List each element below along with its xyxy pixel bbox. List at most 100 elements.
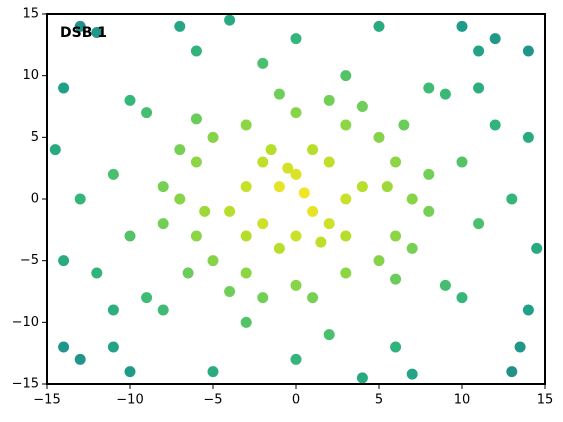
point [157, 304, 169, 316]
point [456, 20, 468, 32]
point [514, 341, 526, 353]
point [265, 144, 277, 156]
point [531, 242, 543, 254]
point [91, 267, 103, 279]
point [124, 230, 136, 242]
point [323, 94, 335, 106]
point [58, 341, 70, 353]
x-tick-label: −15 [33, 393, 60, 408]
point [282, 162, 294, 174]
point [340, 230, 352, 242]
x-tick-label: 10 [454, 393, 471, 408]
point [290, 168, 302, 180]
point [423, 168, 435, 180]
point [456, 292, 468, 304]
point [439, 88, 451, 100]
point [240, 119, 252, 131]
point [257, 57, 269, 69]
point [323, 329, 335, 341]
point [522, 131, 534, 143]
point [522, 304, 534, 316]
x-tick-label: −5 [203, 393, 222, 408]
point [107, 341, 119, 353]
point [224, 205, 236, 217]
point [290, 107, 302, 119]
point [74, 20, 86, 32]
point [290, 353, 302, 365]
point [207, 366, 219, 378]
point [49, 144, 61, 156]
point [107, 304, 119, 316]
y-tick-label: −15 [12, 377, 39, 392]
x-tick-label: 0 [292, 393, 300, 408]
point [307, 205, 319, 217]
point [473, 218, 485, 230]
point [423, 82, 435, 94]
point [199, 205, 211, 217]
point [58, 255, 70, 267]
point [456, 156, 468, 168]
x-tick-label: 15 [537, 393, 554, 408]
x-tick-label: 5 [375, 393, 383, 408]
point [489, 33, 501, 45]
point [58, 82, 70, 94]
point [124, 366, 136, 378]
point [224, 286, 236, 297]
point [390, 273, 402, 285]
point [207, 255, 219, 267]
point [207, 131, 219, 143]
annotation: DSB 1 [60, 25, 107, 41]
point [315, 236, 327, 248]
point [406, 193, 418, 205]
point [340, 193, 352, 205]
point [473, 82, 485, 94]
point [439, 279, 451, 291]
point [190, 45, 202, 57]
point [356, 181, 368, 193]
point [323, 218, 335, 230]
point [141, 107, 153, 119]
point [489, 119, 501, 131]
point [240, 316, 252, 328]
point [174, 144, 186, 156]
point [406, 368, 418, 380]
point [290, 230, 302, 242]
point [298, 187, 310, 199]
point [290, 279, 302, 291]
point [307, 144, 319, 156]
point [356, 372, 368, 384]
point [423, 205, 435, 217]
point [473, 45, 485, 57]
point [240, 181, 252, 193]
y-tick-label: −10 [12, 315, 39, 330]
points [49, 14, 543, 384]
point [373, 255, 385, 267]
point [506, 366, 518, 378]
axes-frame [46, 13, 546, 385]
point [307, 292, 319, 304]
point [157, 181, 169, 193]
point [373, 20, 385, 32]
point [323, 156, 335, 168]
point [390, 341, 402, 353]
y-tick-label: 10 [22, 68, 39, 83]
point [340, 70, 352, 82]
point [240, 267, 252, 279]
point [290, 33, 302, 45]
point [141, 292, 153, 304]
point [340, 119, 352, 131]
point [91, 27, 103, 38]
point [174, 20, 186, 32]
y-tick-label: −5 [20, 253, 39, 268]
y-tick-label: 0 [31, 192, 39, 207]
point [373, 131, 385, 143]
point [273, 242, 285, 254]
point [224, 14, 236, 26]
point [273, 88, 285, 100]
point [174, 193, 186, 205]
point [240, 230, 252, 242]
point [356, 101, 368, 112]
point [398, 119, 410, 131]
point [182, 267, 194, 279]
